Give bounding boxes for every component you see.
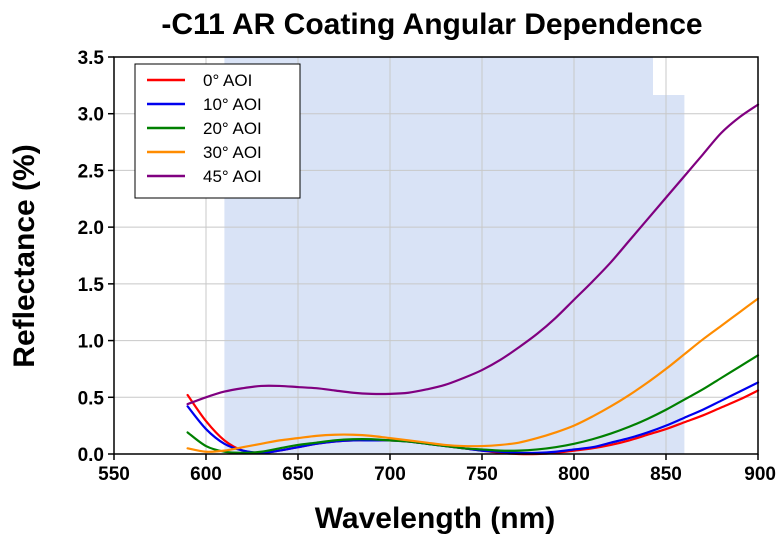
series-line-2 [186,354,760,454]
legend-label-3: 30° AOI [203,143,262,162]
x-tick-label: 850 [650,464,682,485]
x-tick-label: 900 [744,464,776,485]
y-tick-label: 0.0 [78,445,104,466]
plot-frame [113,56,759,455]
plot-area [113,56,760,456]
x-tick-label: 700 [374,464,406,485]
y-tick-label: 1.0 [78,332,104,353]
y-axis-label: Reflectance (%) [8,144,41,367]
axes: 550 600 650 700 750 800 850 900 0.0 0.5 1.0 1.5 2.0 2… [78,48,776,485]
legend-label-2: 20° AOI [203,119,262,138]
y-tick-label: 2.5 [78,161,105,182]
x-tick-label: 600 [190,464,222,485]
y-tick-label: 1.5 [78,275,105,296]
y-tick-label: 3.5 [78,48,105,69]
series-line-3 [186,297,760,453]
x-axis-label: Wavelength (nm) [315,502,556,535]
x-tick-label: 550 [98,464,130,485]
x-tick-label: 650 [282,464,314,485]
chart-title: -C11 AR Coating Angular Dependence [161,8,702,41]
legend-label-1: 10° AOI [203,95,262,114]
x-tick-label: 800 [558,464,590,485]
y-tick-label: 0.5 [78,388,105,409]
x-tick-label: 750 [466,464,498,485]
legend: 0° AOI 10° AOI 20° AOI 30° AOI 45° AOI [134,63,301,199]
legend-label-0: 0° AOI [203,71,252,90]
band-notch [653,57,685,95]
y-tick-label: 2.0 [78,218,104,239]
legend-label-4: 45° AOI [203,167,262,186]
series-line-4 [186,103,760,406]
y-tick-label: 3.0 [78,105,104,126]
